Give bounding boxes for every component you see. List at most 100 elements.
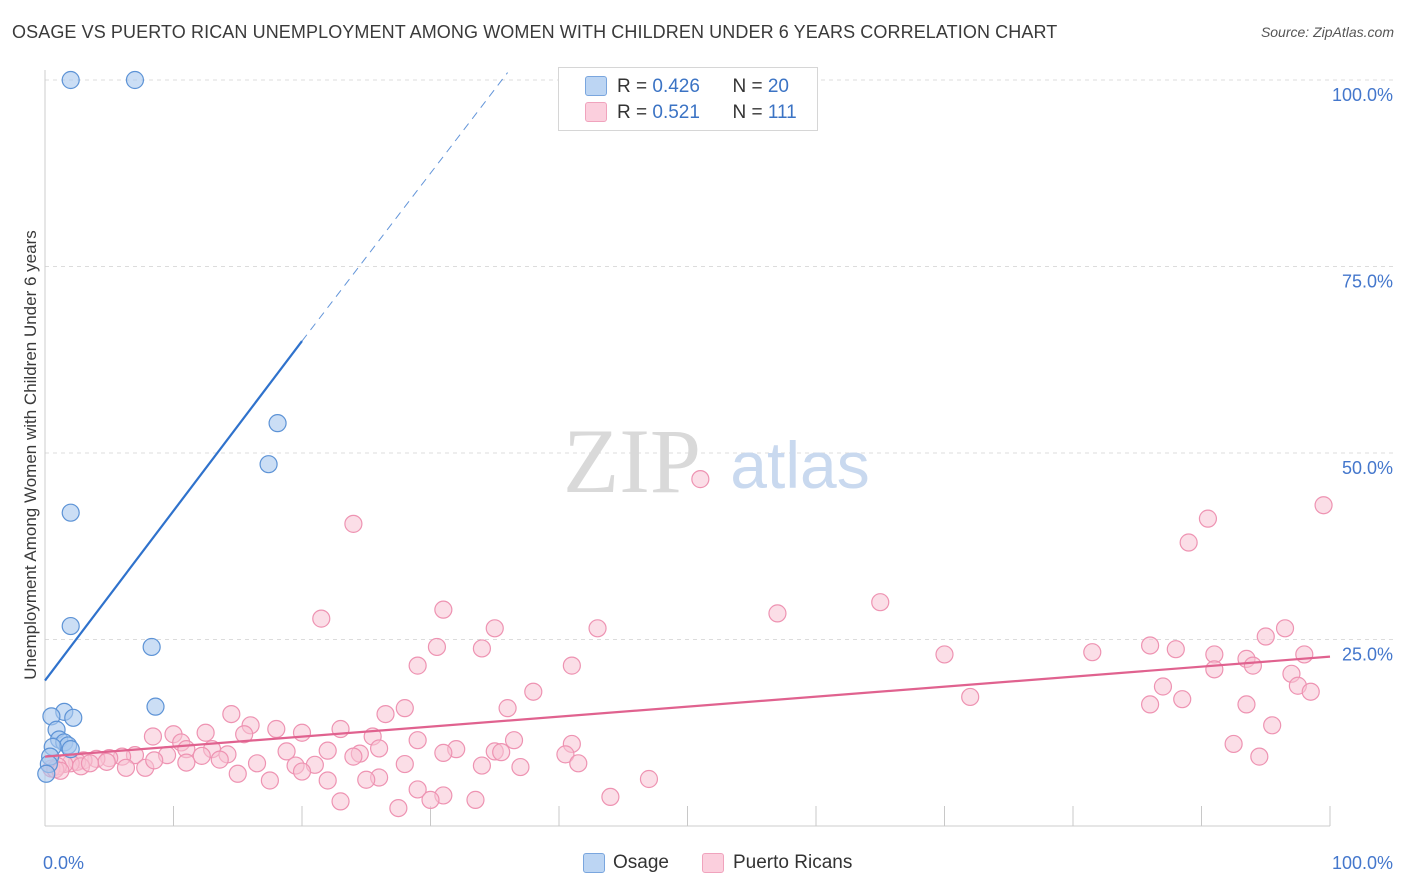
chart-title: OSAGE VS PUERTO RICAN UNEMPLOYMENT AMONG… — [12, 22, 1058, 42]
osage-r-value: 0.426 — [652, 76, 700, 97]
puerto-ricans-point-74 — [466, 790, 485, 809]
pr-n-label: N = — [732, 102, 768, 123]
puerto-ricans-point-42 — [192, 746, 211, 765]
puerto-ricans-point-82 — [569, 754, 588, 773]
puerto-ricans-point-108 — [1263, 716, 1282, 735]
puerto-ricans-point-13 — [498, 699, 517, 718]
puerto-ricans-point-40 — [556, 745, 575, 764]
osage-point-4 — [61, 503, 80, 522]
puerto-ricans-point-2 — [312, 609, 331, 628]
puerto-ricans-point-93 — [1275, 619, 1295, 638]
puerto-ricans-point-107 — [1301, 682, 1320, 701]
osage-legend-label: Osage — [613, 852, 669, 873]
puerto-ricans-point-6 — [768, 604, 787, 623]
y-tick-label-3: 100.0% — [1332, 85, 1393, 105]
puerto-ricans-point-102 — [1205, 660, 1224, 679]
osage-point-3 — [259, 455, 278, 474]
legend-stats: R = 0.426 N = 20 R = 0.521 N = 111 — [558, 67, 818, 131]
puerto-ricans-points — [42, 470, 1333, 818]
puerto-ricans-point-83 — [395, 754, 414, 774]
puerto-ricans-point-76 — [389, 798, 408, 818]
puerto-ricans-legend-label: Puerto Ricans — [733, 852, 853, 873]
puerto-ricans-point-24 — [143, 727, 163, 746]
puerto-ricans-point-79 — [639, 769, 659, 789]
puerto-ricans-point-94 — [1295, 645, 1314, 664]
y-axis-label: Unemployment Among Women with Children U… — [21, 230, 40, 679]
puerto-ricans-point-20 — [196, 723, 215, 742]
puerto-ricans-point-66 — [228, 764, 247, 783]
puerto-ricans-point-78 — [601, 787, 620, 807]
trend-lines — [44, 72, 1331, 758]
osage-point-7 — [146, 697, 165, 716]
osage-point-5 — [61, 616, 80, 636]
puerto-ricans-point-33 — [277, 742, 296, 761]
grid-lines — [45, 79, 1395, 640]
puerto-ricans-point-98 — [961, 687, 980, 707]
puerto-ricans-point-37 — [318, 741, 337, 760]
puerto-ricans-point-62 — [210, 750, 229, 769]
x-tick-label-0: 0.0% — [43, 853, 84, 873]
puerto-ricans-point-5 — [588, 619, 607, 638]
puerto-ricans-point-86 — [935, 645, 954, 664]
tick-labels: 25.0% 50.0% 75.0% 100.0% 0.0% 100.0% — [43, 85, 1393, 873]
puerto-ricans-point-7 — [871, 593, 890, 612]
puerto-ricans-point-77 — [421, 790, 440, 809]
puerto-ricans-point-60 — [145, 751, 164, 770]
puerto-ricans-point-11 — [562, 656, 581, 675]
puerto-ricans-point-69 — [292, 762, 312, 781]
pr-n-value: 111 — [767, 102, 797, 123]
puerto-ricans-point-103 — [1237, 695, 1256, 714]
puerto-ricans-point-3 — [434, 600, 453, 619]
axes — [44, 70, 1331, 827]
puerto-ricans-point-68 — [318, 771, 337, 790]
osage-point-6 — [142, 637, 161, 657]
puerto-ricans-point-26 — [408, 731, 427, 750]
puerto-ricans-point-21 — [235, 725, 254, 744]
puerto-ricans-point-97 — [1179, 533, 1198, 552]
puerto-ricans-point-58 — [116, 758, 136, 777]
puerto-ricans-point-57 — [97, 752, 116, 771]
puerto-ricans-point-1 — [344, 514, 363, 533]
puerto-ricans-point-4 — [485, 619, 504, 638]
puerto-ricans-point-75 — [331, 792, 350, 811]
puerto-ricans-point-89 — [1166, 640, 1185, 659]
puerto-ricans-point-110 — [1250, 747, 1269, 766]
watermark-atlas: atlas — [730, 428, 869, 502]
puerto-ricans-point-12 — [524, 682, 543, 701]
puerto-ricans-point-92 — [1256, 627, 1275, 646]
puerto-ricans-point-34 — [370, 739, 389, 758]
puerto-ricans-point-71 — [357, 770, 376, 789]
source-label: Source: ZipAtlas.com — [1260, 24, 1394, 40]
puerto-ricans-point-88 — [1140, 636, 1160, 655]
puerto-ricans-point-109 — [1224, 734, 1243, 754]
puerto-ricans-point-95 — [1314, 496, 1333, 515]
y-tick-label-0: 25.0% — [1342, 645, 1393, 665]
puerto-ricans-point-101 — [1173, 690, 1192, 709]
osage-point-2 — [268, 414, 287, 433]
puerto-ricans-point-27 — [504, 731, 524, 750]
osage-n-label: N = — [732, 76, 768, 97]
puerto-ricans-point-39 — [434, 743, 453, 762]
pr-r-value: 0.521 — [652, 102, 700, 123]
puerto-ricans-legend-swatch — [702, 853, 724, 873]
pr-r-label: R = — [617, 102, 653, 123]
puerto-ricans-point-10 — [408, 656, 427, 675]
watermark-zip: ZIP — [563, 410, 701, 512]
y-tick-label-2: 75.0% — [1342, 272, 1393, 292]
puerto-ricans-point-0 — [691, 470, 710, 489]
puerto-ricans-point-99 — [1153, 677, 1173, 696]
puerto-ricans-point-85 — [492, 743, 511, 762]
osage-legend-swatch — [583, 853, 605, 873]
puerto-ricans-point-67 — [260, 771, 279, 790]
osage-trend-extension — [301, 72, 508, 342]
puerto-ricans-point-15 — [376, 704, 395, 724]
puerto-ricans-point-61 — [177, 753, 196, 772]
osage-points — [37, 70, 287, 783]
osage-swatch — [585, 76, 607, 96]
puerto-ricans-point-22 — [292, 723, 312, 742]
puerto-ricans-point-16 — [222, 704, 241, 724]
osage-n-value: 20 — [767, 76, 789, 97]
puerto-ricans-point-17 — [267, 719, 286, 739]
osage-point-19 — [37, 764, 56, 783]
